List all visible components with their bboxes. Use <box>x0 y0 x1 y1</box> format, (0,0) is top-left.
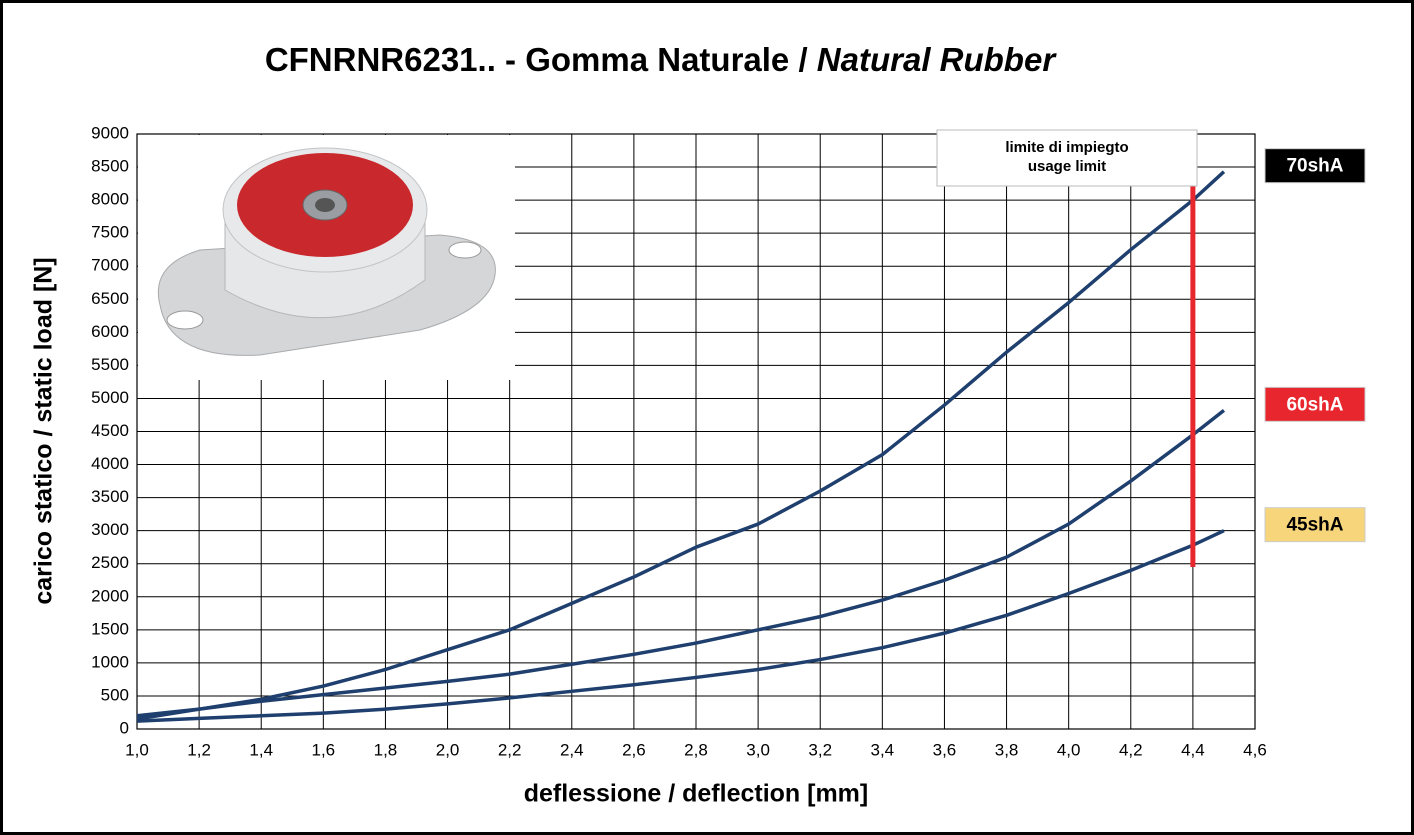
y-tick-label: 8000 <box>91 190 129 209</box>
chart-title: CFNRNR6231.. - Gomma Naturale / Natural … <box>265 41 1058 78</box>
y-axis-label: carico statico / static load [N] <box>30 257 58 604</box>
x-tick-label: 4,4 <box>1181 740 1205 759</box>
x-tick-label: 1,6 <box>312 740 336 759</box>
x-tick-label: 3,0 <box>746 740 770 759</box>
photo-nut-hole <box>315 198 335 212</box>
y-tick-label: 5500 <box>91 355 129 374</box>
y-tick-label: 3500 <box>91 487 129 506</box>
y-tick-label: 6000 <box>91 322 129 341</box>
x-tick-label: 3,8 <box>995 740 1019 759</box>
x-tick-label: 4,6 <box>1243 740 1267 759</box>
x-tick-label: 1,0 <box>125 740 149 759</box>
x-tick-label: 4,0 <box>1057 740 1081 759</box>
y-tick-label: 3000 <box>91 520 129 539</box>
y-tick-label: 1500 <box>91 619 129 638</box>
photo-hole <box>167 311 203 329</box>
y-tick-label: 6500 <box>91 289 129 308</box>
x-tick-label: 3,4 <box>871 740 895 759</box>
y-tick-label: 4500 <box>91 421 129 440</box>
y-tick-label: 7000 <box>91 256 129 275</box>
x-tick-label: 1,4 <box>249 740 273 759</box>
y-tick-label: 2500 <box>91 553 129 572</box>
series-label: 70shA <box>1286 156 1343 177</box>
x-tick-label: 2,8 <box>684 740 708 759</box>
y-tick-label: 5000 <box>91 388 129 407</box>
y-tick-label: 0 <box>120 718 129 737</box>
x-axis-label: deflessione / deflection [mm] <box>524 780 869 808</box>
x-tick-label: 2,2 <box>498 740 522 759</box>
y-tick-label: 4000 <box>91 454 129 473</box>
y-tick-label: 1000 <box>91 652 129 671</box>
x-tick-label: 2,4 <box>560 740 584 759</box>
y-tick-label: 2000 <box>91 586 129 605</box>
y-tick-label: 8500 <box>91 157 129 176</box>
series-label: 60shA <box>1286 394 1343 415</box>
series-label: 45shA <box>1286 515 1343 536</box>
x-tick-label: 1,2 <box>187 740 211 759</box>
y-tick-label: 500 <box>101 685 129 704</box>
x-tick-label: 4,2 <box>1119 740 1143 759</box>
x-tick-label: 3,2 <box>808 740 832 759</box>
title-italic: Natural Rubber <box>817 41 1058 78</box>
annotation-text: limite di impiegto <box>1005 139 1128 156</box>
y-tick-label: 7500 <box>91 223 129 242</box>
annotation-text: usage limit <box>1028 158 1106 175</box>
x-tick-label: 3,6 <box>933 740 957 759</box>
x-tick-label: 2,0 <box>436 740 460 759</box>
title-text: CFNRNR6231.. - Gomma Naturale / <box>265 41 817 78</box>
x-tick-label: 1,8 <box>374 740 398 759</box>
y-tick-label: 9000 <box>91 123 129 142</box>
x-tick-label: 2,6 <box>622 740 646 759</box>
photo-hole <box>449 242 481 258</box>
product-photo <box>138 135 515 380</box>
chart: CFNRNR6231.. - Gomma Naturale / Natural … <box>0 0 1414 835</box>
